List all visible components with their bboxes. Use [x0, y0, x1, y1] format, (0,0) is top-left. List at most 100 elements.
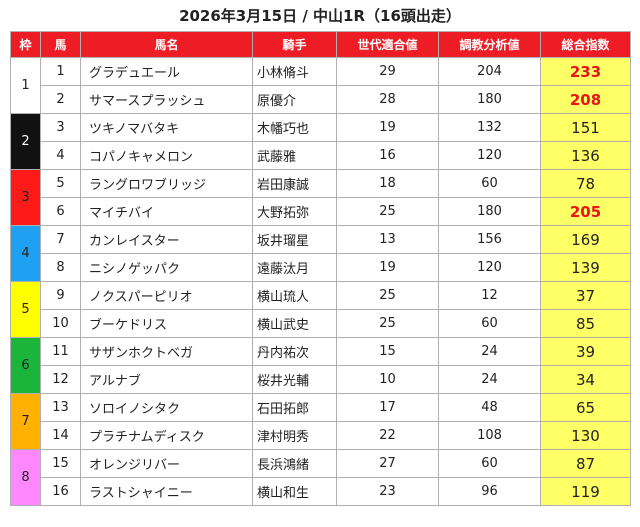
waku-cell: 8	[10, 449, 41, 506]
horse-name: プラチナムディスク	[80, 421, 253, 450]
waku-cell: 1	[10, 57, 41, 114]
col-header-total-index: 総合指数	[540, 31, 631, 58]
generation-fit-value: 17	[336, 393, 439, 422]
total-index-value: 151	[540, 113, 631, 142]
total-index-value: 136	[540, 141, 631, 170]
horse-number: 13	[40, 393, 81, 422]
generation-fit-value: 28	[336, 85, 439, 114]
horse-number: 8	[40, 253, 81, 282]
generation-fit-value: 15	[336, 337, 439, 366]
total-index-value: 39	[540, 337, 631, 366]
jockey-name: 石田拓郎	[252, 393, 337, 422]
table-header-row: 枠 馬 馬名 騎手 世代適合値 調教分析値 総合指数	[10, 31, 631, 58]
jockey-name: 丹内祐次	[252, 337, 337, 366]
total-index-value: 85	[540, 309, 631, 338]
total-index-value: 130	[540, 421, 631, 450]
total-index-value: 34	[540, 365, 631, 394]
table-row: 16 ラストシャイニー 横山和生 23 96 119	[11, 477, 631, 506]
horse-name: ソロイノシタク	[80, 393, 253, 422]
generation-fit-value: 25	[336, 281, 439, 310]
horse-name: オレンジリバー	[80, 449, 253, 478]
horse-number: 11	[40, 337, 81, 366]
jockey-name: 横山和生	[252, 477, 337, 506]
race-table: 枠 馬 馬名 騎手 世代適合値 調教分析値 総合指数 1 1 グラデュエール 小林脩斗…	[10, 31, 631, 506]
training-analysis-value: 120	[438, 253, 541, 282]
table-row: 4 コパノキャメロン 武藤雅 16 120 136	[11, 141, 631, 170]
jockey-name: 横山武史	[252, 309, 337, 338]
training-analysis-value: 108	[438, 421, 541, 450]
table-row: 5 9 ノクスパーピリオ 横山琉人 25 12 37	[10, 281, 631, 338]
total-index-value: 78	[540, 169, 631, 198]
training-analysis-value: 60	[438, 309, 541, 338]
table-row: 3 5 ラングロワブリッジ 岩田康誠 18 60 78	[10, 169, 631, 226]
horse-number: 1	[40, 57, 81, 86]
horse-name: ツキノマバタキ	[80, 113, 253, 142]
horse-number: 9	[40, 281, 81, 310]
horse-name: コパノキャメロン	[80, 141, 253, 170]
training-analysis-value: 60	[438, 169, 541, 198]
total-index-value: 208	[540, 85, 631, 114]
total-index-value: 119	[540, 477, 631, 506]
horse-name: ブーケドリス	[80, 309, 253, 338]
table-row: 1 1 グラデュエール 小林脩斗 29 204 233	[10, 57, 631, 114]
horse-number: 5	[40, 169, 81, 198]
horse-name: ラングロワブリッジ	[80, 169, 253, 198]
horse-number: 3	[40, 113, 81, 142]
col-header-training-analysis: 調教分析値	[438, 31, 541, 58]
horse-number: 14	[40, 421, 81, 450]
horse-number: 2	[40, 85, 81, 114]
table-row: 12 アルナブ 桜井光輔 10 24 34	[11, 365, 631, 394]
training-analysis-value: 24	[438, 365, 541, 394]
table-row: 6 マイチバイ 大野拓弥 25 180 205	[11, 197, 631, 226]
col-header-waku: 枠	[10, 31, 41, 58]
horse-number: 6	[40, 197, 81, 226]
horse-name: ラストシャイニー	[80, 477, 253, 506]
table-row: 8 ニシノゲッパク 遠藤汰月 19 120 139	[11, 253, 631, 282]
horse-number: 4	[40, 141, 81, 170]
generation-fit-value: 19	[336, 253, 439, 282]
horse-number: 15	[40, 449, 81, 478]
table-row: 2 サマースプラッシュ 原優介 28 180 208	[11, 85, 631, 114]
generation-fit-value: 25	[336, 309, 439, 338]
horse-number: 16	[40, 477, 81, 506]
jockey-name: 津村明秀	[252, 421, 337, 450]
col-header-number: 馬	[40, 31, 81, 58]
horse-name: サマースプラッシュ	[80, 85, 253, 114]
horse-name: マイチバイ	[80, 197, 253, 226]
generation-fit-value: 27	[336, 449, 439, 478]
generation-fit-value: 18	[336, 169, 439, 198]
jockey-name: 岩田康誠	[252, 169, 337, 198]
jockey-name: 武藤雅	[252, 141, 337, 170]
waku-cell: 3	[10, 169, 41, 226]
generation-fit-value: 22	[336, 421, 439, 450]
table-row: 8 15 オレンジリバー 長浜鴻緒 27 60 87	[10, 449, 631, 506]
total-index-value: 169	[540, 225, 631, 254]
table-row: 6 11 サザンホクトベガ 丹内祐次 15 24 39	[10, 337, 631, 394]
training-analysis-value: 12	[438, 281, 541, 310]
horse-number: 12	[40, 365, 81, 394]
waku-cell: 7	[10, 393, 41, 450]
jockey-name: 木幡巧也	[252, 113, 337, 142]
col-header-horse-name: 馬名	[80, 31, 253, 58]
training-analysis-value: 180	[438, 85, 541, 114]
page-title: 2026年3月15日 / 中山1R（16頭出走）	[179, 7, 461, 25]
jockey-name: 原優介	[252, 85, 337, 114]
generation-fit-value: 25	[336, 197, 439, 226]
horse-number: 7	[40, 225, 81, 254]
jockey-name: 横山琉人	[252, 281, 337, 310]
generation-fit-value: 13	[336, 225, 439, 254]
col-header-generation-fit: 世代適合値	[336, 31, 439, 58]
horse-name: サザンホクトベガ	[80, 337, 253, 366]
table-row: 2 3 ツキノマバタキ 木幡巧也 19 132 151	[10, 113, 631, 170]
generation-fit-value: 16	[336, 141, 439, 170]
table-row: 10 ブーケドリス 横山武史 25 60 85	[11, 309, 631, 338]
waku-cell: 6	[10, 337, 41, 394]
training-analysis-value: 24	[438, 337, 541, 366]
training-analysis-value: 48	[438, 393, 541, 422]
total-index-value: 139	[540, 253, 631, 282]
jockey-name: 小林脩斗	[252, 57, 337, 86]
training-analysis-value: 180	[438, 197, 541, 226]
waku-cell: 4	[10, 225, 41, 282]
jockey-name: 桜井光輔	[252, 365, 337, 394]
training-analysis-value: 204	[438, 57, 541, 86]
